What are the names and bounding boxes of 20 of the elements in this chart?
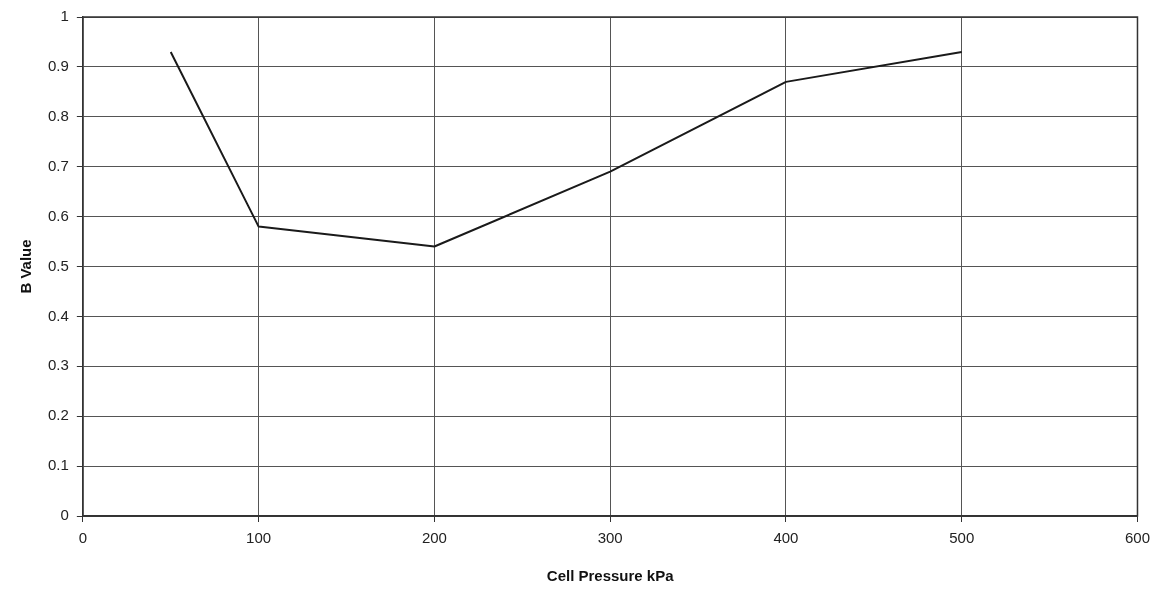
x-tick-label: 300 xyxy=(597,529,623,547)
x-tick-label: 0 xyxy=(78,529,88,547)
y-tick-label: 0.4 xyxy=(47,306,69,324)
y-tick-label: 0.6 xyxy=(47,206,69,224)
y-tick-label: 0.5 xyxy=(47,256,69,274)
y-tick-label: 0.2 xyxy=(47,406,69,424)
y-axis-title: B Value xyxy=(17,239,35,294)
x-tick-label: 600 xyxy=(1124,529,1150,547)
y-tick-label: 0.8 xyxy=(47,106,69,124)
y-tick-label: 0.3 xyxy=(47,356,69,374)
x-axis-title: Cell Pressure kPa xyxy=(546,567,675,585)
y-tick-label: 0.9 xyxy=(47,57,69,75)
y-tick-label: 1 xyxy=(60,7,69,25)
x-tick-label: 500 xyxy=(949,529,975,547)
y-tick-label: 0.7 xyxy=(47,156,69,174)
x-tick-label: 400 xyxy=(773,529,799,547)
x-tick-label: 200 xyxy=(421,529,447,547)
y-tick-label: 0.1 xyxy=(47,456,69,474)
y-tick-label: 0 xyxy=(60,506,69,524)
x-tick-label: 100 xyxy=(246,529,272,547)
